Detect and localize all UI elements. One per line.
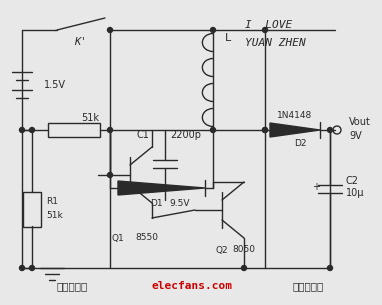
Text: Q1: Q1 xyxy=(112,234,125,242)
Text: 8550: 8550 xyxy=(135,234,158,242)
Circle shape xyxy=(262,27,267,33)
Text: 电子发烧友: 电子发烧友 xyxy=(292,281,324,291)
Circle shape xyxy=(327,127,332,132)
Circle shape xyxy=(29,127,34,132)
Text: D1: D1 xyxy=(150,199,163,207)
Text: YUAN ZHEN: YUAN ZHEN xyxy=(245,38,306,48)
Text: 51k: 51k xyxy=(81,113,99,123)
Circle shape xyxy=(107,27,113,33)
Text: I  LOVE: I LOVE xyxy=(245,20,292,30)
Circle shape xyxy=(210,127,215,132)
Text: 1.5V: 1.5V xyxy=(44,80,66,90)
Polygon shape xyxy=(118,181,205,195)
Text: 1N4148: 1N4148 xyxy=(277,110,312,120)
Text: 10μ: 10μ xyxy=(346,188,364,198)
Text: K': K' xyxy=(74,37,86,47)
Text: 袁同沙制作: 袁同沙制作 xyxy=(57,281,87,291)
Text: 2200p: 2200p xyxy=(170,130,201,140)
Bar xyxy=(23,192,41,227)
Text: D2: D2 xyxy=(294,139,306,149)
Circle shape xyxy=(19,265,24,271)
Text: +: + xyxy=(312,182,320,192)
Text: C1: C1 xyxy=(136,130,149,140)
Polygon shape xyxy=(270,123,320,137)
Circle shape xyxy=(107,173,113,178)
Circle shape xyxy=(262,127,267,132)
Text: elecfans.com: elecfans.com xyxy=(152,281,233,291)
Circle shape xyxy=(19,127,24,132)
Text: 51k: 51k xyxy=(46,210,63,220)
Circle shape xyxy=(241,265,246,271)
Circle shape xyxy=(107,127,113,132)
Text: R1: R1 xyxy=(46,196,58,206)
Text: C2: C2 xyxy=(346,176,359,186)
Text: Q2: Q2 xyxy=(215,246,228,254)
Bar xyxy=(48,123,100,137)
Circle shape xyxy=(327,265,332,271)
Circle shape xyxy=(262,127,267,132)
Text: 8050: 8050 xyxy=(232,246,255,254)
Text: Vout: Vout xyxy=(349,117,371,127)
Circle shape xyxy=(29,265,34,271)
Text: 9.5V: 9.5V xyxy=(169,199,190,207)
Text: L: L xyxy=(225,33,231,43)
Text: 9V: 9V xyxy=(349,131,362,141)
Circle shape xyxy=(210,27,215,33)
